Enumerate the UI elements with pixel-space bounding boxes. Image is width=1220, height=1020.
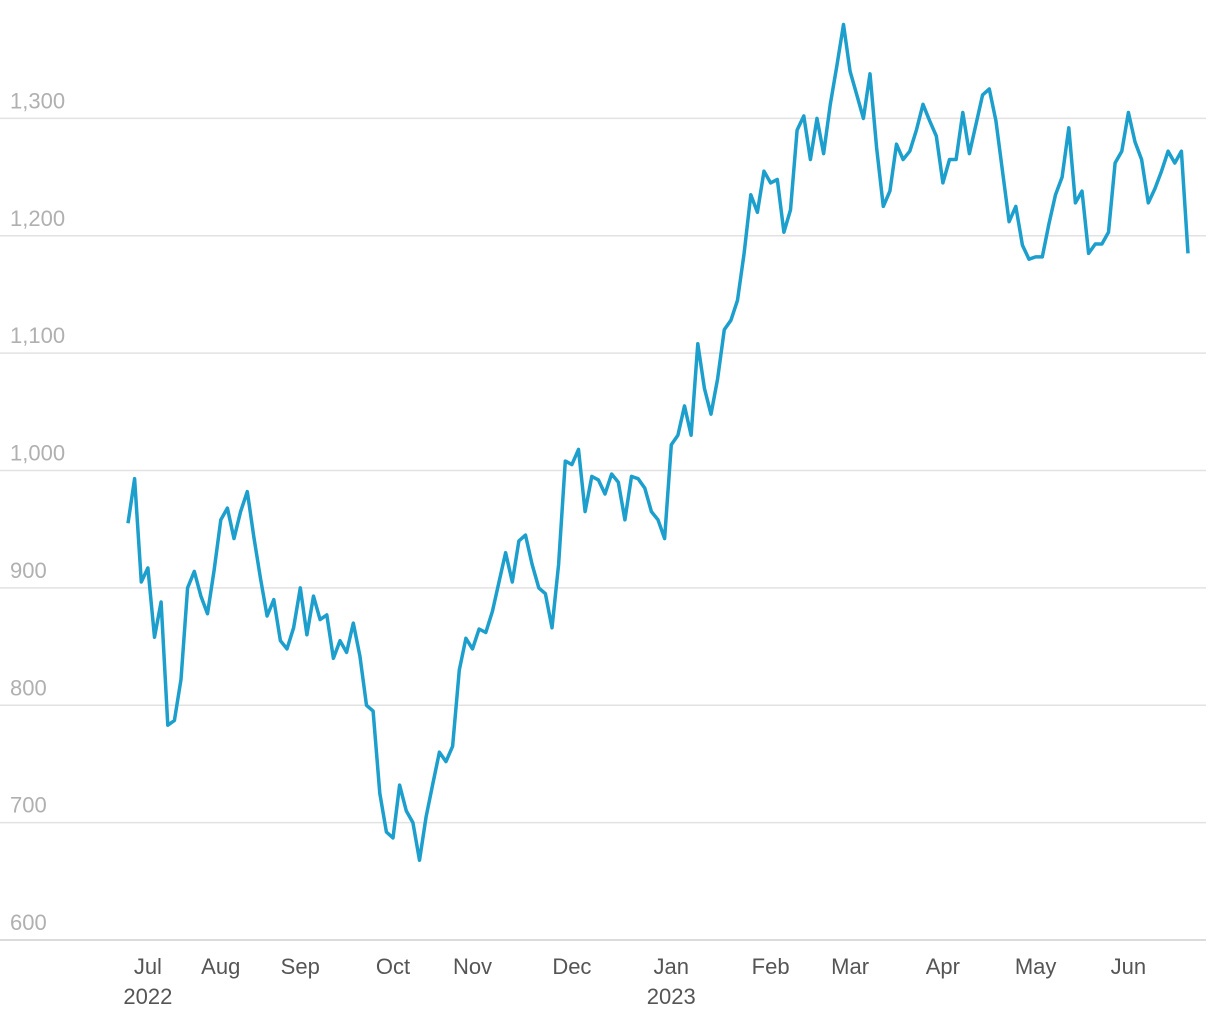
x-tick-label: Mar	[831, 954, 869, 979]
x-tick-label: Nov	[453, 954, 492, 979]
x-tick-label: Feb	[752, 954, 790, 979]
y-tick-label: 600	[10, 910, 47, 935]
x-tick-label: Jan	[654, 954, 689, 979]
y-tick-label: 1,200	[10, 206, 65, 231]
x-tick-label: Oct	[376, 954, 410, 979]
x-year-label: 2023	[647, 984, 696, 1009]
y-tick-label: 1,300	[10, 88, 65, 113]
x-tick-label: Aug	[201, 954, 240, 979]
x-year-label: 2022	[123, 984, 172, 1009]
x-tick-label: Jul	[134, 954, 162, 979]
x-tick-label: Dec	[552, 954, 591, 979]
y-tick-label: 700	[10, 793, 47, 818]
x-tick-label: Apr	[926, 954, 960, 979]
data-line	[126, 22, 1190, 862]
y-tick-label: 900	[10, 558, 47, 583]
x-tick-label: May	[1015, 954, 1057, 979]
x-tick-label: Sep	[281, 954, 320, 979]
y-tick-label: 1,100	[10, 323, 65, 348]
x-tick-label: Jun	[1111, 954, 1146, 979]
y-tick-label: 800	[10, 675, 47, 700]
y-tick-label: 1,000	[10, 441, 65, 466]
